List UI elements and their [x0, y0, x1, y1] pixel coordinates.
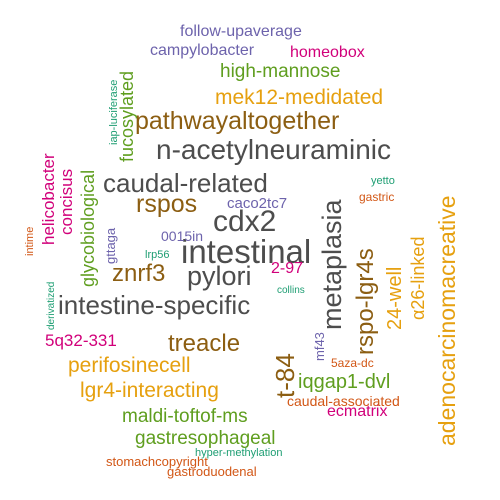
word-18: α26-linked [408, 236, 428, 320]
word-41: derivatized [46, 281, 57, 330]
word-29: 2-97 [271, 260, 304, 277]
word-36: mf43 [312, 332, 327, 361]
word-9: treacle [168, 330, 241, 357]
word-24: gastresophageal [135, 428, 276, 449]
word-30: ecmatrix [327, 403, 388, 420]
word-3: caudal-related [103, 168, 268, 198]
word-42: hyper-methylation [195, 447, 283, 459]
word-35: gttaga [103, 227, 118, 264]
word-20: fucosylated [117, 70, 137, 162]
word-46: caudal-associated [287, 393, 400, 409]
word-44: intime [24, 226, 36, 256]
word-19: high-mannose [220, 61, 341, 82]
word-21: glycobiological [78, 169, 98, 287]
word-37: iap-luciferase [108, 79, 120, 145]
word-4: metaplasia [317, 199, 347, 330]
word-33: caco2tc7 [227, 195, 288, 212]
word-43: gastric [359, 190, 395, 204]
word-28: 5q32-331 [45, 331, 117, 350]
word-2: intestine-specific [58, 290, 251, 320]
word-16: lgr4-interacting [80, 379, 219, 402]
word-47: stomachcopyright [106, 454, 208, 469]
word-40: collins [277, 285, 305, 296]
word-22: iqgap1-dvl [298, 371, 391, 393]
word-32: campylobacter [150, 42, 255, 59]
word-34: 0015in [161, 228, 204, 244]
word-0: intestinal [181, 233, 312, 270]
word-8: pathwayaltogether [135, 107, 340, 135]
word-45: 5aza-dc [331, 356, 374, 370]
word-14: mek12-medidated [215, 86, 384, 109]
word-1: n-acetylneuraminic [156, 134, 391, 165]
word-27: concisus [57, 168, 76, 235]
word-39: yetto [371, 175, 395, 187]
word-38: lrp56 [145, 249, 170, 261]
word-6: pylori [187, 261, 252, 291]
word-7: rspos [136, 190, 198, 218]
word-5: cdx2 [213, 205, 277, 238]
word-17: 24-well [384, 266, 406, 330]
word-25: homeobox [290, 44, 365, 61]
word-26: helicobacter [39, 153, 58, 245]
word-23: maldi-toftof-ms [122, 406, 248, 427]
word-11: t-84 [270, 353, 300, 398]
word-48: gastroduodenal [167, 464, 257, 479]
word-31: follow-upaverage [180, 23, 302, 40]
word-12: rspo-lgr4s [352, 248, 379, 355]
word-15: perifosinecell [68, 354, 191, 377]
word-10: znrf3 [112, 260, 166, 287]
word-13: adenocarcinomacreative [434, 195, 460, 446]
